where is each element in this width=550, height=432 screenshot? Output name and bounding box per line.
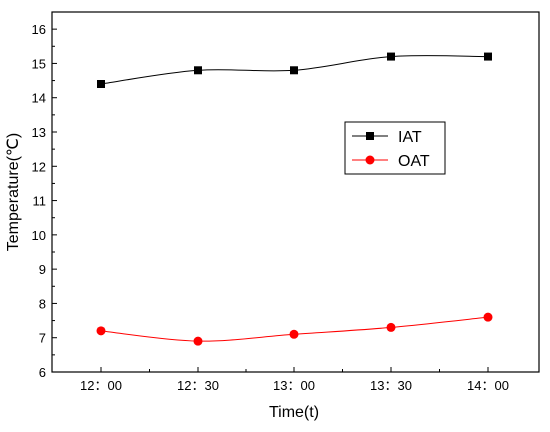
y-axis: 6 7 8 9 10 11 12 13 14 15 16: [32, 11, 57, 380]
data-point-iat: [387, 52, 395, 61]
y-tick-label: 15: [32, 56, 46, 71]
x-tick-label: 14：00: [467, 378, 509, 393]
y-tick-label: 7: [39, 331, 46, 346]
y-tick-label: 9: [39, 262, 46, 277]
legend-item-oat: OAT: [352, 153, 430, 170]
legend-label-oat: OAT: [398, 153, 430, 170]
data-point-oat: [193, 336, 203, 346]
legend: IAT OAT: [344, 121, 446, 175]
y-tick-label: 12: [32, 159, 46, 174]
legend-box: [344, 121, 446, 175]
data-point-oat: [289, 329, 299, 339]
x-tick-label: 12：30: [177, 378, 219, 393]
data-point-iat: [194, 66, 202, 75]
y-tick-label: 16: [32, 22, 46, 37]
x-tick-label: 13：30: [370, 378, 412, 393]
legend-marker-iat: [366, 132, 374, 140]
data-point-iat: [97, 80, 105, 88]
x-axis-label: Time(t): [269, 404, 319, 421]
x-axis: 12：00 12：30 13：00 13：30 14：00: [80, 367, 509, 393]
legend-marker-oat: [365, 155, 375, 165]
legend-item-iat: IAT: [352, 129, 422, 146]
y-tick-label: 11: [33, 194, 47, 209]
y-tick-label: 8: [39, 296, 46, 311]
data-point-oat: [483, 312, 493, 322]
x-tick-label: 12：00: [80, 378, 122, 393]
series-layer: [96, 52, 493, 346]
data-point-oat: [96, 326, 106, 336]
series-oat: [96, 312, 493, 346]
series-iat: [97, 52, 492, 88]
legend-label-iat: IAT: [398, 129, 422, 146]
data-point-iat: [290, 66, 298, 75]
y-tick-label: 10: [32, 228, 46, 243]
data-point-oat: [386, 322, 396, 332]
x-tick-label: 13：00: [273, 378, 315, 393]
data-point-iat: [484, 52, 492, 61]
y-tick-label: 6: [39, 365, 46, 380]
y-tick-label: 13: [32, 125, 46, 140]
plot-frame: [51, 11, 540, 373]
y-axis-label: Temperature(℃): [5, 133, 22, 251]
y-tick-label: 14: [32, 91, 46, 106]
